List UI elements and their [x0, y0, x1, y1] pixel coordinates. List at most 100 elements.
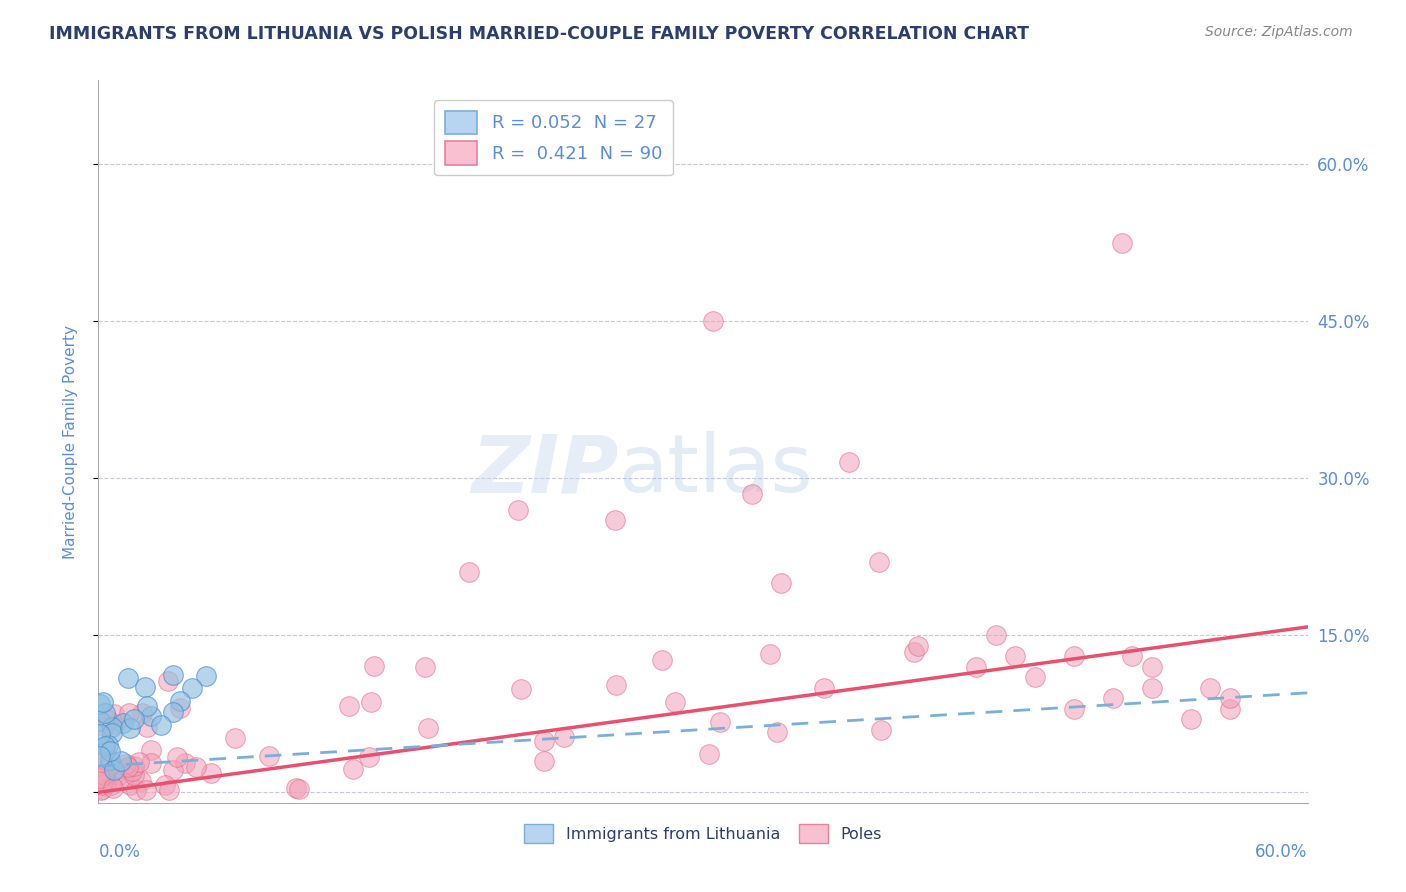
Point [1219, 691, 1241, 706]
Point [118, 706, 141, 720]
Point [89, 698, 111, 712]
Text: 60.0%: 60.0% [1256, 843, 1308, 861]
Point [103, 780, 125, 795]
Point [1111, 235, 1133, 250]
Point [93, 718, 115, 732]
Point [93, 768, 115, 782]
Point [94, 739, 117, 753]
Point [136, 720, 159, 734]
Point [1004, 649, 1026, 664]
Point [90, 756, 112, 770]
Point [1180, 712, 1202, 726]
Point [664, 695, 686, 709]
Point [363, 658, 385, 673]
Point [103, 706, 125, 721]
Point [769, 575, 792, 590]
Point [697, 747, 720, 762]
Point [89, 714, 111, 728]
Point [103, 763, 125, 777]
Point [108, 768, 131, 782]
Point [510, 681, 533, 696]
Point [91, 778, 114, 792]
Point [869, 723, 891, 737]
Point [122, 758, 145, 772]
Point [93, 706, 115, 720]
Point [1219, 701, 1241, 715]
Point [184, 760, 207, 774]
Point [1101, 691, 1123, 706]
Point [416, 721, 439, 735]
Point [533, 754, 555, 768]
Point [907, 639, 929, 653]
Point [651, 653, 673, 667]
Point [224, 731, 246, 745]
Point [553, 730, 575, 744]
Point [984, 628, 1007, 642]
Y-axis label: Married-Couple Family Poverty: Married-Couple Family Poverty [63, 325, 77, 558]
Point [128, 755, 150, 769]
Point [838, 455, 860, 469]
Point [100, 777, 122, 791]
Point [194, 668, 217, 682]
Point [103, 716, 125, 731]
Point [741, 487, 763, 501]
Point [153, 778, 176, 792]
Text: 0.0%: 0.0% [98, 843, 141, 861]
Point [702, 314, 724, 328]
Point [813, 681, 835, 695]
Point [120, 721, 142, 735]
Point [120, 778, 142, 792]
Point [162, 706, 184, 720]
Point [1121, 649, 1143, 664]
Point [117, 760, 139, 774]
Point [124, 783, 146, 797]
Point [91, 695, 114, 709]
Point [98, 744, 121, 758]
Point [1199, 681, 1222, 695]
Point [97, 713, 120, 727]
Point [107, 762, 129, 776]
Point [112, 715, 135, 730]
Point [129, 774, 152, 789]
Text: ZIP: ZIP [471, 432, 619, 509]
Point [288, 782, 311, 797]
Point [101, 726, 124, 740]
Point [162, 763, 184, 777]
Point [89, 749, 111, 764]
Point [90, 781, 112, 796]
Point [139, 708, 162, 723]
Point [134, 681, 156, 695]
Point [117, 671, 139, 685]
Point [359, 749, 381, 764]
Point [139, 756, 162, 770]
Point [136, 698, 159, 713]
Point [1063, 701, 1085, 715]
Point [98, 753, 121, 767]
Point [114, 756, 136, 771]
Text: IMMIGRANTS FROM LITHUANIA VS POLISH MARRIED-COUPLE FAMILY POVERTY CORRELATION CH: IMMIGRANTS FROM LITHUANIA VS POLISH MARR… [49, 25, 1029, 43]
Point [1024, 670, 1046, 684]
Point [96, 774, 118, 789]
Point [506, 502, 529, 516]
Point [766, 724, 789, 739]
Point [122, 768, 145, 782]
Point [111, 772, 134, 787]
Point [157, 783, 180, 797]
Point [97, 759, 120, 773]
Point [173, 756, 195, 771]
Point [868, 555, 890, 569]
Point [903, 645, 925, 659]
Point [141, 742, 163, 756]
Point [169, 700, 191, 714]
Point [337, 698, 360, 713]
Point [285, 780, 308, 795]
Point [89, 727, 111, 741]
Point [458, 566, 481, 580]
Point [1140, 659, 1163, 673]
Point [101, 720, 124, 734]
Point [97, 738, 120, 752]
Point [131, 706, 153, 720]
Point [121, 764, 143, 778]
Point [166, 749, 188, 764]
Point [758, 648, 780, 662]
